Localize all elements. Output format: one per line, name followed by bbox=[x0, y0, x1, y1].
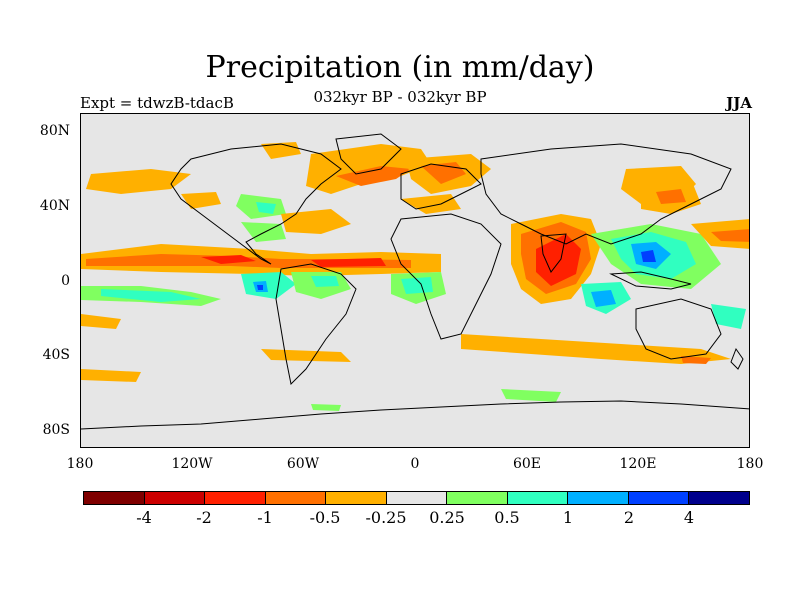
coast-north-america bbox=[170, 143, 342, 265]
patch-indonesia-darkblue bbox=[641, 250, 656, 262]
coast-asia bbox=[480, 143, 732, 245]
patch-sindian-red bbox=[681, 356, 711, 364]
ytick-label: 40S bbox=[42, 347, 70, 363]
colorbar-label: 0.25 bbox=[429, 508, 465, 527]
patch-southern-green bbox=[501, 389, 561, 402]
coast-africa bbox=[390, 213, 502, 340]
colorbar-segment bbox=[507, 492, 569, 504]
plot-title: Precipitation (in mm/day) bbox=[205, 50, 595, 85]
colorbar-label: 2 bbox=[623, 508, 635, 527]
colorbar-label: 4 bbox=[683, 508, 695, 527]
colorbar-label: 0.5 bbox=[494, 508, 520, 527]
colorbar bbox=[83, 491, 750, 505]
colorbar-segment bbox=[84, 492, 145, 504]
anomaly-patches bbox=[81, 142, 749, 411]
colorbar-label: -0.25 bbox=[365, 508, 407, 527]
patch-north-atlantic-red bbox=[336, 166, 411, 186]
experiment-label: Expt = tdwzB-tdacB bbox=[80, 94, 234, 112]
season-label: JJA bbox=[726, 94, 752, 112]
patch-japan-red bbox=[656, 189, 686, 204]
colorbar-segment bbox=[144, 492, 206, 504]
colorbar-label: -1 bbox=[257, 508, 273, 527]
coastlines bbox=[81, 133, 749, 430]
colorbar-segment bbox=[447, 492, 508, 504]
ytick-label: 80S bbox=[42, 422, 70, 438]
xtick-label: 180 bbox=[66, 456, 94, 472]
patch-npacific-orange2 bbox=[181, 192, 221, 209]
xtick-label: 60W bbox=[286, 456, 320, 472]
ytick-label: 80N bbox=[39, 123, 70, 139]
patch-spacific-orange2 bbox=[261, 349, 351, 362]
coast-india bbox=[540, 233, 567, 273]
coast-greenland bbox=[335, 133, 402, 175]
ytick-label: 40N bbox=[39, 198, 70, 214]
coast-australia bbox=[635, 298, 722, 360]
coast-antarctica bbox=[81, 400, 749, 430]
patch-australia-cyan bbox=[711, 304, 746, 329]
patch-atlantic-orange2 bbox=[401, 194, 461, 214]
xtick-label: 0 bbox=[410, 456, 420, 472]
patch-npacific-orange bbox=[86, 169, 191, 194]
patch-epacific-dark bbox=[257, 285, 263, 290]
colorbar-segment bbox=[205, 492, 266, 504]
patch-alaska-orange bbox=[261, 142, 301, 159]
colorbar-segment bbox=[628, 492, 690, 504]
patch-satlantic-cyan bbox=[401, 277, 433, 294]
colorbar-segment bbox=[386, 492, 448, 504]
colorbar-segment bbox=[326, 492, 387, 504]
precipitation-map bbox=[80, 113, 750, 448]
xtick-label: 120E bbox=[619, 456, 657, 472]
patch-indian-blue bbox=[591, 290, 616, 307]
patch-asia-red bbox=[536, 234, 581, 286]
patch-tropical-pacific-deepred bbox=[201, 255, 256, 264]
patch-spacific-orange bbox=[81, 314, 121, 329]
xtick-label: 120W bbox=[171, 456, 213, 472]
xtick-label: 180 bbox=[736, 456, 764, 472]
colorbar-segment bbox=[689, 492, 750, 504]
coast-indonesia bbox=[609, 271, 692, 290]
patch-us-cyan bbox=[256, 202, 276, 214]
colorbar-label: 1 bbox=[562, 508, 574, 527]
colorbar-segment bbox=[265, 492, 327, 504]
colorbar-label: -4 bbox=[136, 508, 152, 527]
patch-southern-green2 bbox=[311, 404, 341, 411]
patch-atlantic-orange bbox=[281, 209, 351, 234]
coast-new-zealand bbox=[730, 347, 744, 370]
coast-europe bbox=[400, 163, 482, 210]
map-canvas bbox=[81, 133, 749, 430]
colorbar-segment bbox=[568, 492, 629, 504]
plot-subtitle: 032kyr BP - 032kyr BP bbox=[313, 88, 487, 106]
patch-epacific-cyan bbox=[241, 272, 296, 299]
xtick-label: 60E bbox=[512, 456, 542, 472]
patch-spacific-cyan bbox=[101, 289, 201, 302]
colorbar-label: -0.5 bbox=[309, 508, 341, 527]
patch-samerica-cyan bbox=[311, 276, 339, 287]
colorbar-label: -2 bbox=[196, 508, 212, 527]
patch-tropical-atlantic-red bbox=[311, 258, 386, 267]
ytick-label: 0 bbox=[61, 273, 70, 289]
patch-spacific-orange3 bbox=[81, 369, 141, 382]
coast-south-america bbox=[275, 263, 357, 386]
patch-wpacific-red bbox=[711, 229, 749, 242]
